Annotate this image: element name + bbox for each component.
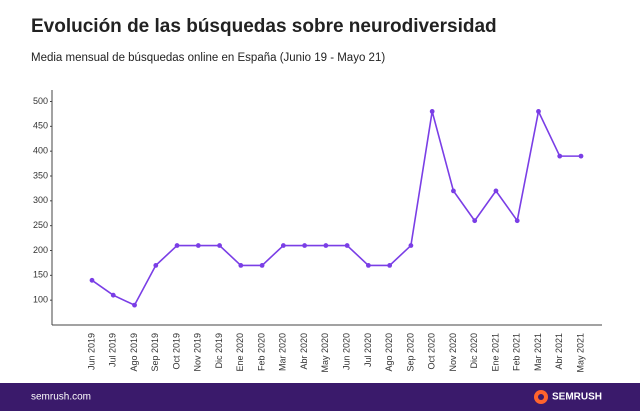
x-tick-label: Mar 2021 [533,333,543,371]
footer-brand: SEMRUSH [552,392,602,403]
x-tick-label: Feb 2021 [512,333,522,371]
x-tick-label: Oct 2019 [171,333,181,370]
point [238,263,244,268]
y-tick-label: 200 [33,245,48,255]
point [365,263,371,268]
y-tick-label: 250 [33,220,48,230]
x-tick-label: Nov 2019 [193,333,203,372]
point [110,292,116,298]
point [195,243,201,248]
x-tick-label: Feb 2020 [256,333,266,371]
point [429,109,435,114]
x-tick-label: Nov 2020 [448,333,458,372]
line [91,108,581,307]
chart-subtitle: Media mensual de búsquedas online en Esp… [31,52,385,64]
chart-title: Evolución de las búsquedas sobre neurodi… [31,16,497,37]
x-tick-label: Mar 2020 [278,333,288,371]
x-tick-label: Oct 2020 [427,333,437,370]
point [387,263,393,268]
brand-logo [534,390,548,404]
y-tick-label: 100 [33,295,48,305]
x-tick-label: Jun 2020 [342,333,352,370]
x-tick-label: Jul 2019 [108,333,118,367]
footer-bar [0,383,640,411]
x-tick-label: Dic 2019 [214,333,224,369]
x-tick-label: Abr 2020 [299,333,309,370]
x-tick-label: Sep 2019 [150,333,160,372]
x-tick-label: Sep 2020 [405,333,415,372]
point [174,243,180,248]
point [302,243,308,248]
x-tick-label: May 2020 [320,333,330,373]
y-tick-label: 400 [33,146,48,156]
point [408,243,414,248]
x-tick-label: Ene 2020 [235,333,245,372]
x-tick-label: Abr 2021 [554,333,564,370]
x-tick-label: May 2021 [575,333,585,373]
point [280,243,286,248]
point [578,153,584,159]
y-tick-label: 500 [33,96,48,106]
y-tick-label: 350 [33,170,48,180]
point [557,153,563,159]
point [472,218,478,224]
y-tick-label: 150 [33,270,48,280]
point [132,302,137,308]
x-tick-label: Ago 2020 [384,333,394,372]
point [451,188,456,194]
point [153,263,159,268]
point [536,109,541,114]
point [344,243,350,248]
x-tick-label: Ene 2021 [490,333,500,372]
point [259,263,265,268]
point [493,188,499,194]
point [89,277,95,283]
y-tick-label: 450 [33,121,48,131]
x-tick-label: Jul 2020 [363,333,373,367]
point [514,218,520,224]
y-tick-label: 300 [33,195,48,205]
x-tick-label: Ago 2019 [129,333,139,372]
point [323,243,329,248]
x-tick-label: Jun 2019 [86,333,96,370]
x-tick-label: Dic 2020 [469,333,479,369]
point [217,243,222,248]
footer-site: semrush.com [31,392,91,403]
